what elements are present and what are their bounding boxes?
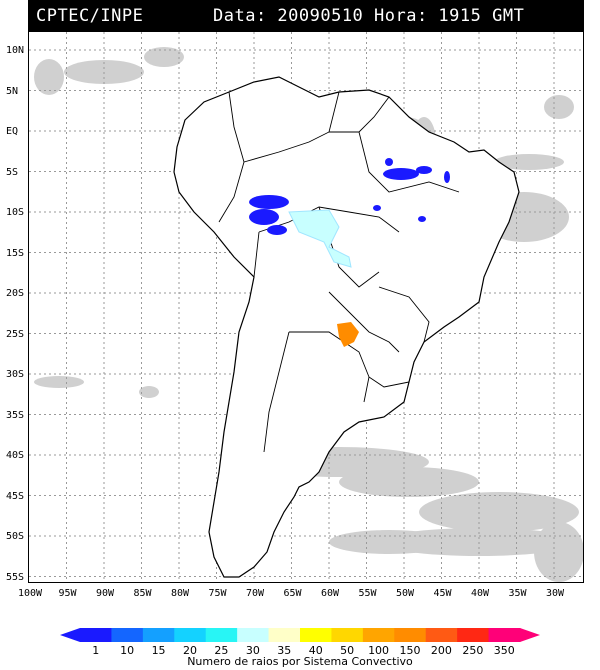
- colorbar-swatch: [425, 628, 458, 642]
- longitude-label: 45W: [433, 588, 452, 599]
- latitude-label: 50S: [6, 531, 25, 542]
- colorbar-tick-label: 50: [340, 644, 355, 657]
- colorbar-swatch: [488, 628, 521, 642]
- longitude-label: 70W: [245, 588, 265, 599]
- latitude-label: 10N: [6, 45, 25, 56]
- colorbar-tick-label: 200: [430, 644, 452, 657]
- colorbar-tick-label: 150: [399, 644, 421, 657]
- longitude-label: 95W: [58, 588, 77, 599]
- latitude-label: 10S: [6, 207, 25, 218]
- colorbar-tick-label: 20: [183, 644, 197, 657]
- colorbar-swatch: [80, 628, 112, 642]
- colorbar-tick-label: 100: [368, 644, 390, 657]
- map-header: CPTEC/INPE Data: 20090510 Hora: 1915 GMT: [28, 0, 584, 31]
- colorbar-label: Numero de raios por Sistema Convectivo: [187, 655, 413, 668]
- colorbar-swatch: [457, 628, 490, 642]
- longitude-label: 50W: [395, 588, 415, 599]
- colorbar-swatch: [362, 628, 395, 642]
- longitude-label: 35W: [508, 588, 527, 599]
- colorbar-right-arrow: [520, 628, 540, 642]
- longitude-label: 60W: [320, 588, 340, 599]
- colorbar-swatch: [111, 628, 144, 642]
- map-area: [28, 31, 584, 583]
- latitude-label: 55S: [6, 571, 25, 583]
- latitude-label: 5N: [6, 85, 19, 97]
- colorbar-swatch: [300, 628, 332, 642]
- colorbar-tick-label: 35: [277, 644, 292, 657]
- colorbar-tick-label: 40: [308, 644, 323, 657]
- latitude-label: 20S: [6, 288, 25, 299]
- colorbar-tick-label: 250: [462, 644, 484, 657]
- longitude-label: 80W: [170, 588, 190, 599]
- longitude-label: 100W: [17, 588, 43, 599]
- lightning-cluster-orange: [337, 322, 359, 347]
- colorbar-swatch: [142, 628, 175, 642]
- latitude-label: 45S: [6, 490, 25, 502]
- colorbar-swatch: [205, 628, 238, 642]
- latitude-label: 5S: [6, 166, 19, 178]
- longitude-label: 40W: [470, 588, 490, 599]
- longitude-label: 55W: [358, 588, 377, 599]
- longitude-label: 90W: [95, 588, 115, 599]
- colorbar-tick-label: 25: [214, 644, 229, 657]
- colorbar-tick-label: 30: [245, 644, 260, 657]
- colorbar-swatch: [268, 628, 301, 642]
- colorbar-tick-label: 10: [120, 644, 135, 657]
- source-label: CPTEC/INPE: [36, 6, 144, 26]
- longitude-label: 85W: [133, 588, 152, 599]
- colorbar-tick-label: 15: [151, 644, 166, 657]
- latitude-label: 25S: [6, 328, 25, 340]
- colorbar-swatch: [394, 628, 427, 642]
- map-svg: [29, 32, 583, 582]
- colorbar-swatch: [331, 628, 364, 642]
- colorbar-left-arrow: [60, 628, 80, 642]
- colorbar-swatch: [174, 628, 207, 642]
- latitude-label: 30S: [6, 369, 25, 380]
- lightning-cluster-cyan: [288, 209, 352, 268]
- colorbar-tick-label: 1: [92, 644, 100, 657]
- colorbar: [60, 628, 540, 642]
- latitude-label: 15S: [6, 247, 25, 259]
- longitude-label: 30W: [545, 588, 565, 599]
- lightning-cluster-blue-ne: [373, 158, 450, 222]
- longitude-label: 75W: [208, 588, 227, 599]
- longitude-label: 65W: [283, 588, 302, 599]
- latitude-label: 35S: [6, 409, 25, 421]
- datetime-label: Data: 20090510 Hora: 1915 GMT: [213, 6, 525, 26]
- latitude-label: EQ: [6, 126, 19, 137]
- latitude-label: 40S: [6, 450, 25, 461]
- colorbar-swatch: [237, 628, 270, 642]
- colorbar-tick-label: 350: [493, 644, 515, 657]
- lightning-cluster-blue-nw: [249, 195, 289, 235]
